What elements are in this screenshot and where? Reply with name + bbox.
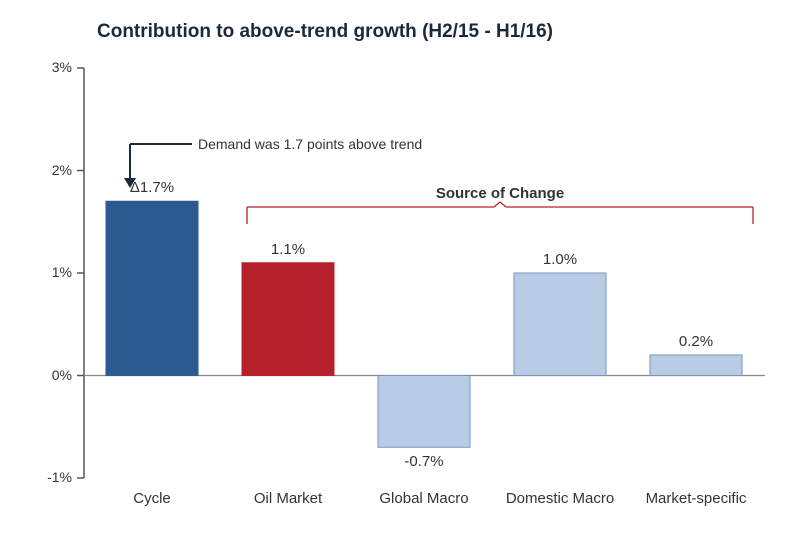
x-category-label: Cycle <box>82 490 222 507</box>
chart-container: Contribution to above-trend growth (H2/1… <box>0 0 799 539</box>
bar-value-label: 0.2% <box>630 333 762 350</box>
bar-value-label: Δ1.7% <box>86 179 218 196</box>
bar <box>242 263 334 376</box>
y-tick-label: 3% <box>28 59 72 75</box>
bar <box>514 273 606 376</box>
y-tick-label: -1% <box>28 469 72 485</box>
bar <box>650 355 742 376</box>
annotation-text: Demand was 1.7 points above trend <box>198 136 422 152</box>
y-tick-label: 1% <box>28 264 72 280</box>
bar-value-label: 1.0% <box>494 251 626 268</box>
x-category-label: Domestic Macro <box>490 490 630 507</box>
x-category-label: Global Macro <box>354 490 494 507</box>
bar <box>378 376 470 448</box>
x-category-label: Market-specific <box>626 490 766 507</box>
bar-value-label: 1.1% <box>222 241 354 258</box>
bar <box>106 201 198 375</box>
y-tick-label: 2% <box>28 162 72 178</box>
x-category-label: Oil Market <box>218 490 358 507</box>
y-tick-label: 0% <box>28 367 72 383</box>
source-of-change-label: Source of Change <box>415 185 585 202</box>
bar-value-label: -0.7% <box>358 453 490 470</box>
